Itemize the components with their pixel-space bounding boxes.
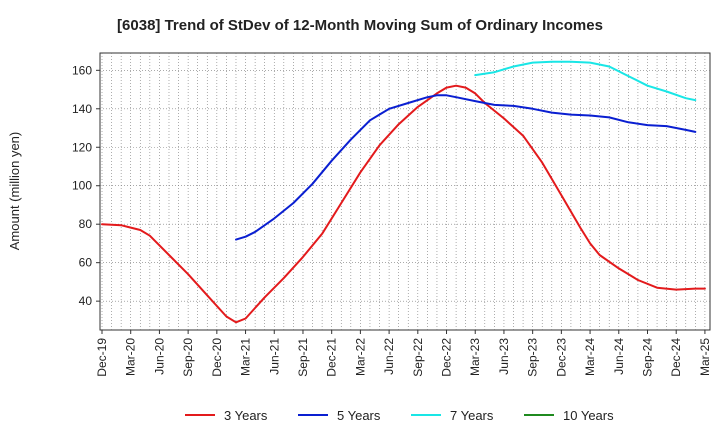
legend-label: 7 Years xyxy=(450,408,494,423)
series-lines xyxy=(101,60,706,324)
x-tick-label: Mar-21 xyxy=(239,338,253,376)
x-tick-label: Dec-19 xyxy=(95,338,109,377)
y-tick-label: 160 xyxy=(72,63,92,77)
x-tick-label: Sep-24 xyxy=(640,338,654,377)
x-tick-label: Sep-23 xyxy=(526,338,540,377)
x-axis: Dec-19 Mar-20 Jun-20 Sep-20 Dec-20 Mar-21 Jun-… xyxy=(95,330,712,377)
legend-label: 5 Years xyxy=(337,408,381,423)
x-tick-label: Sep-20 xyxy=(181,338,195,377)
x-tick-label: Sep-21 xyxy=(296,338,310,377)
legend-item: 3 Years xyxy=(185,408,268,423)
y-axis-label: Amount (million yen) xyxy=(7,132,22,251)
x-tick-label: Mar-22 xyxy=(353,338,367,376)
x-tick-label: Mar-24 xyxy=(583,338,597,376)
legend-label: 10 Years xyxy=(563,408,614,423)
x-tick-label: Dec-22 xyxy=(440,338,454,377)
grid xyxy=(100,53,710,330)
y-tick-label: 100 xyxy=(72,179,92,193)
x-tick-label: Mar-23 xyxy=(468,338,482,376)
legend-item: 5 Years xyxy=(298,408,381,423)
x-tick-label: Mar-25 xyxy=(698,338,712,376)
chart-title: [6038] Trend of StDev of 12-Month Moving… xyxy=(117,17,603,34)
series-line xyxy=(474,60,697,102)
y-axis: 40 60 80 100 120 140 160 xyxy=(72,63,100,308)
y-tick-label: 40 xyxy=(79,294,93,308)
series-line xyxy=(235,94,697,241)
x-tick-label: Jun-21 xyxy=(267,338,281,375)
legend-label: 3 Years xyxy=(224,408,268,423)
x-tick-label: Jun-22 xyxy=(382,338,396,375)
legend-item: 7 Years xyxy=(411,408,494,423)
x-tick-label: Sep-22 xyxy=(411,338,425,377)
y-tick-label: 60 xyxy=(79,256,93,270)
x-tick-label: Jun-23 xyxy=(497,338,511,375)
x-tick-label: Mar-20 xyxy=(124,338,138,376)
y-tick-label: 140 xyxy=(72,102,92,116)
plot-frame xyxy=(99,52,711,331)
y-tick-label: 80 xyxy=(79,217,93,231)
x-tick-label: Dec-20 xyxy=(210,338,224,377)
series-line xyxy=(101,84,706,324)
x-tick-label: Dec-24 xyxy=(669,338,683,377)
x-tick-label: Jun-20 xyxy=(152,338,166,375)
x-tick-label: Dec-23 xyxy=(554,338,568,377)
y-tick-label: 120 xyxy=(72,140,92,154)
x-tick-label: Jun-24 xyxy=(612,338,626,375)
legend: 3 Years 5 Years 7 Years 10 Years xyxy=(185,408,614,423)
x-tick-label: Dec-21 xyxy=(325,338,339,377)
legend-item: 10 Years xyxy=(524,408,614,423)
